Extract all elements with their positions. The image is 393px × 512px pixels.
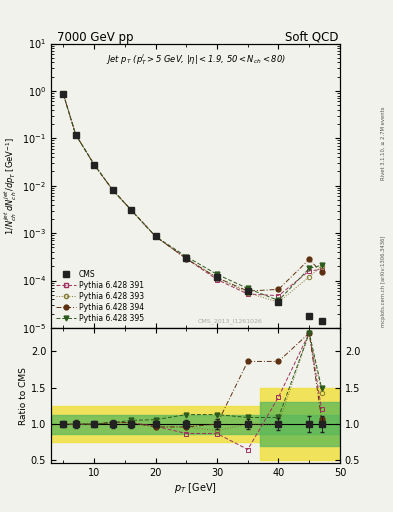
Text: 7000 GeV pp: 7000 GeV pp bbox=[57, 31, 134, 44]
Text: Rivet 3.1.10, ≥ 2.7M events: Rivet 3.1.10, ≥ 2.7M events bbox=[381, 106, 386, 180]
X-axis label: $p_T$ [GeV]: $p_T$ [GeV] bbox=[174, 481, 217, 495]
Legend: CMS, Pythia 6.428 391, Pythia 6.428 393, Pythia 6.428 394, Pythia 6.428 395: CMS, Pythia 6.428 391, Pythia 6.428 393,… bbox=[55, 268, 145, 324]
Text: CMS_2013_I1261026: CMS_2013_I1261026 bbox=[198, 318, 263, 324]
Text: mcplots.cern.ch [arXiv:1306.3436]: mcplots.cern.ch [arXiv:1306.3436] bbox=[381, 236, 386, 327]
Y-axis label: $1/N_{ch}^{jet}\,dN_{ch}^{jet}/dp_T\;[\mathrm{GeV}^{-1}]$: $1/N_{ch}^{jet}\,dN_{ch}^{jet}/dp_T\;[\m… bbox=[3, 137, 19, 234]
Text: Jet $p_T$ ($p_T^l$$>$5 GeV, |$\eta$|$<$1.9, 50$<$$N_{ch}$$<$80): Jet $p_T$ ($p_T^l$$>$5 GeV, |$\eta$|$<$1… bbox=[106, 52, 285, 67]
Y-axis label: Ratio to CMS: Ratio to CMS bbox=[19, 367, 28, 424]
Text: Soft QCD: Soft QCD bbox=[285, 31, 339, 44]
